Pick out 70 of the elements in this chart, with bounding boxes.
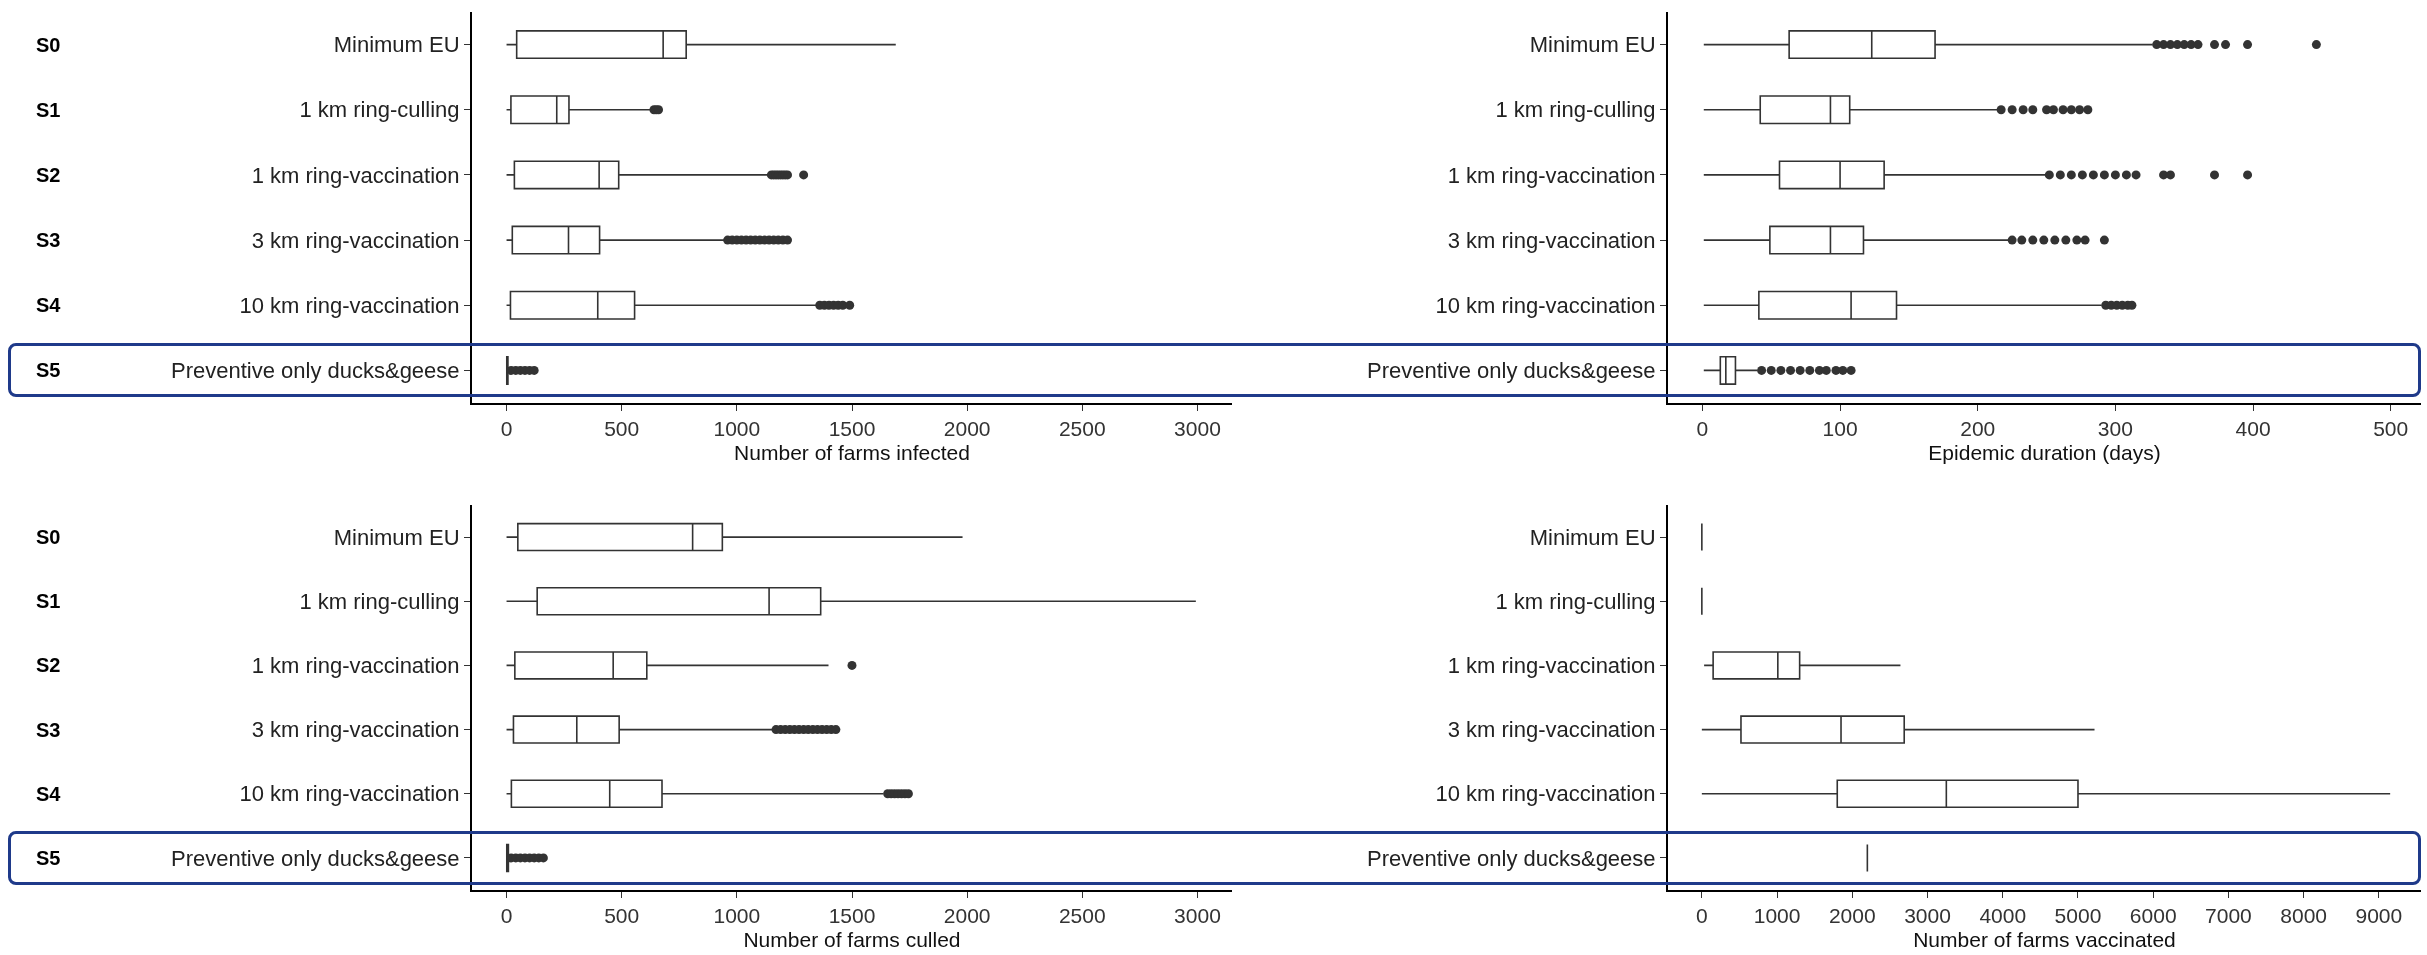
y-tick-label: 1 km ring-vaccination xyxy=(1447,653,1656,679)
x-axis-title: Epidemic duration (days) xyxy=(1928,440,2161,464)
y-tick-label: 3 km ring-vaccination xyxy=(251,227,460,253)
y-tick-label: Preventive only ducks&geese xyxy=(1366,358,1656,384)
y-tick-label: 3 km ring-vaccination xyxy=(1447,227,1656,253)
x-tick-label: 2000 xyxy=(943,904,991,928)
x-tick-label: 2000 xyxy=(943,417,991,441)
x-tick-label: 0 xyxy=(500,904,513,928)
y-tick-label: Preventive only ducks&geese xyxy=(1366,845,1656,871)
x-tick-label: 300 xyxy=(2097,417,2133,441)
text: S1 xyxy=(36,99,61,121)
text: S3 xyxy=(36,719,61,741)
y-tick-label: 10 km ring-vaccination xyxy=(1435,292,1656,318)
x-tick-label: 6000 xyxy=(2129,904,2177,928)
x-tick-label: 0 xyxy=(1696,904,1708,928)
x-tick-label: 100 xyxy=(1822,417,1858,441)
text: S1 xyxy=(36,590,61,612)
x-tick-label: 3000 xyxy=(1174,417,1221,441)
x-axis-title: Number of farms infected xyxy=(734,440,970,464)
x-tick-label: 9000 xyxy=(2355,904,2403,928)
text: S3 xyxy=(36,229,61,251)
x-tick-label: 400 xyxy=(2235,417,2271,441)
x-tick-label: 1500 xyxy=(828,417,876,441)
x-tick-label: 5000 xyxy=(2054,904,2102,928)
x-axis-title: Number of farms culled xyxy=(743,927,961,951)
y-tick-label: 1 km ring-culling xyxy=(1495,97,1656,123)
y-tick-label: Minimum EU xyxy=(333,524,460,550)
x-tick-label: 7000 xyxy=(2205,904,2252,928)
x-tick-label: 1000 xyxy=(713,417,761,441)
y-tick-label: 1 km ring-culling xyxy=(299,588,460,614)
y-tick-label: 10 km ring-vaccination xyxy=(239,781,460,807)
y-tick-label: Minimum EU xyxy=(1529,32,1656,58)
y-tick-label: Minimum EU xyxy=(333,32,460,58)
x-tick-label: 0 xyxy=(1696,417,1709,441)
x-tick-label: 500 xyxy=(604,417,640,441)
y-tick-label: 3 km ring-vaccination xyxy=(251,717,460,743)
text: S5 xyxy=(36,847,61,869)
x-tick-label: 4000 xyxy=(1979,904,2027,928)
x-tick-label: 1000 xyxy=(713,904,761,928)
text: S2 xyxy=(36,654,61,676)
x-tick-label: 3000 xyxy=(1904,904,1951,928)
x-tick-label: 200 xyxy=(1960,417,1996,441)
x-tick-label: 1000 xyxy=(1753,904,1801,928)
y-tick-label: 10 km ring-vaccination xyxy=(1435,781,1656,807)
text: S2 xyxy=(36,164,61,186)
y-tick-label: 1 km ring-vaccination xyxy=(1447,162,1656,188)
x-tick-label: 500 xyxy=(604,904,640,928)
y-tick-label: 1 km ring-vaccination xyxy=(251,162,460,188)
text: S5 xyxy=(36,359,61,381)
y-tick-label: 3 km ring-vaccination xyxy=(1447,717,1656,743)
y-tick-label: Minimum EU xyxy=(1529,524,1656,550)
x-tick-label: 500 xyxy=(2373,417,2409,441)
text: S4 xyxy=(36,783,62,805)
x-axis-title: Number of farms vaccinated xyxy=(1913,927,2176,951)
x-tick-label: 2000 xyxy=(1828,904,1876,928)
text: S4 xyxy=(36,294,62,316)
x-tick-label: 2500 xyxy=(1058,904,1106,928)
y-tick-label: 1 km ring-culling xyxy=(1495,588,1656,614)
x-tick-label: 1500 xyxy=(828,904,876,928)
x-tick-label: 8000 xyxy=(2280,904,2328,928)
x-tick-label: 2500 xyxy=(1058,417,1106,441)
text: S0 xyxy=(36,34,61,56)
y-tick-label: Preventive only ducks&geese xyxy=(170,845,460,871)
x-tick-label: 3000 xyxy=(1174,904,1221,928)
text: S0 xyxy=(36,526,61,548)
y-tick-label: 1 km ring-vaccination xyxy=(251,653,460,679)
y-tick-label: 10 km ring-vaccination xyxy=(239,292,460,318)
y-tick-label: Preventive only ducks&geese xyxy=(170,358,460,384)
y-tick-label: 1 km ring-culling xyxy=(299,97,460,123)
x-tick-label: 0 xyxy=(500,417,513,441)
